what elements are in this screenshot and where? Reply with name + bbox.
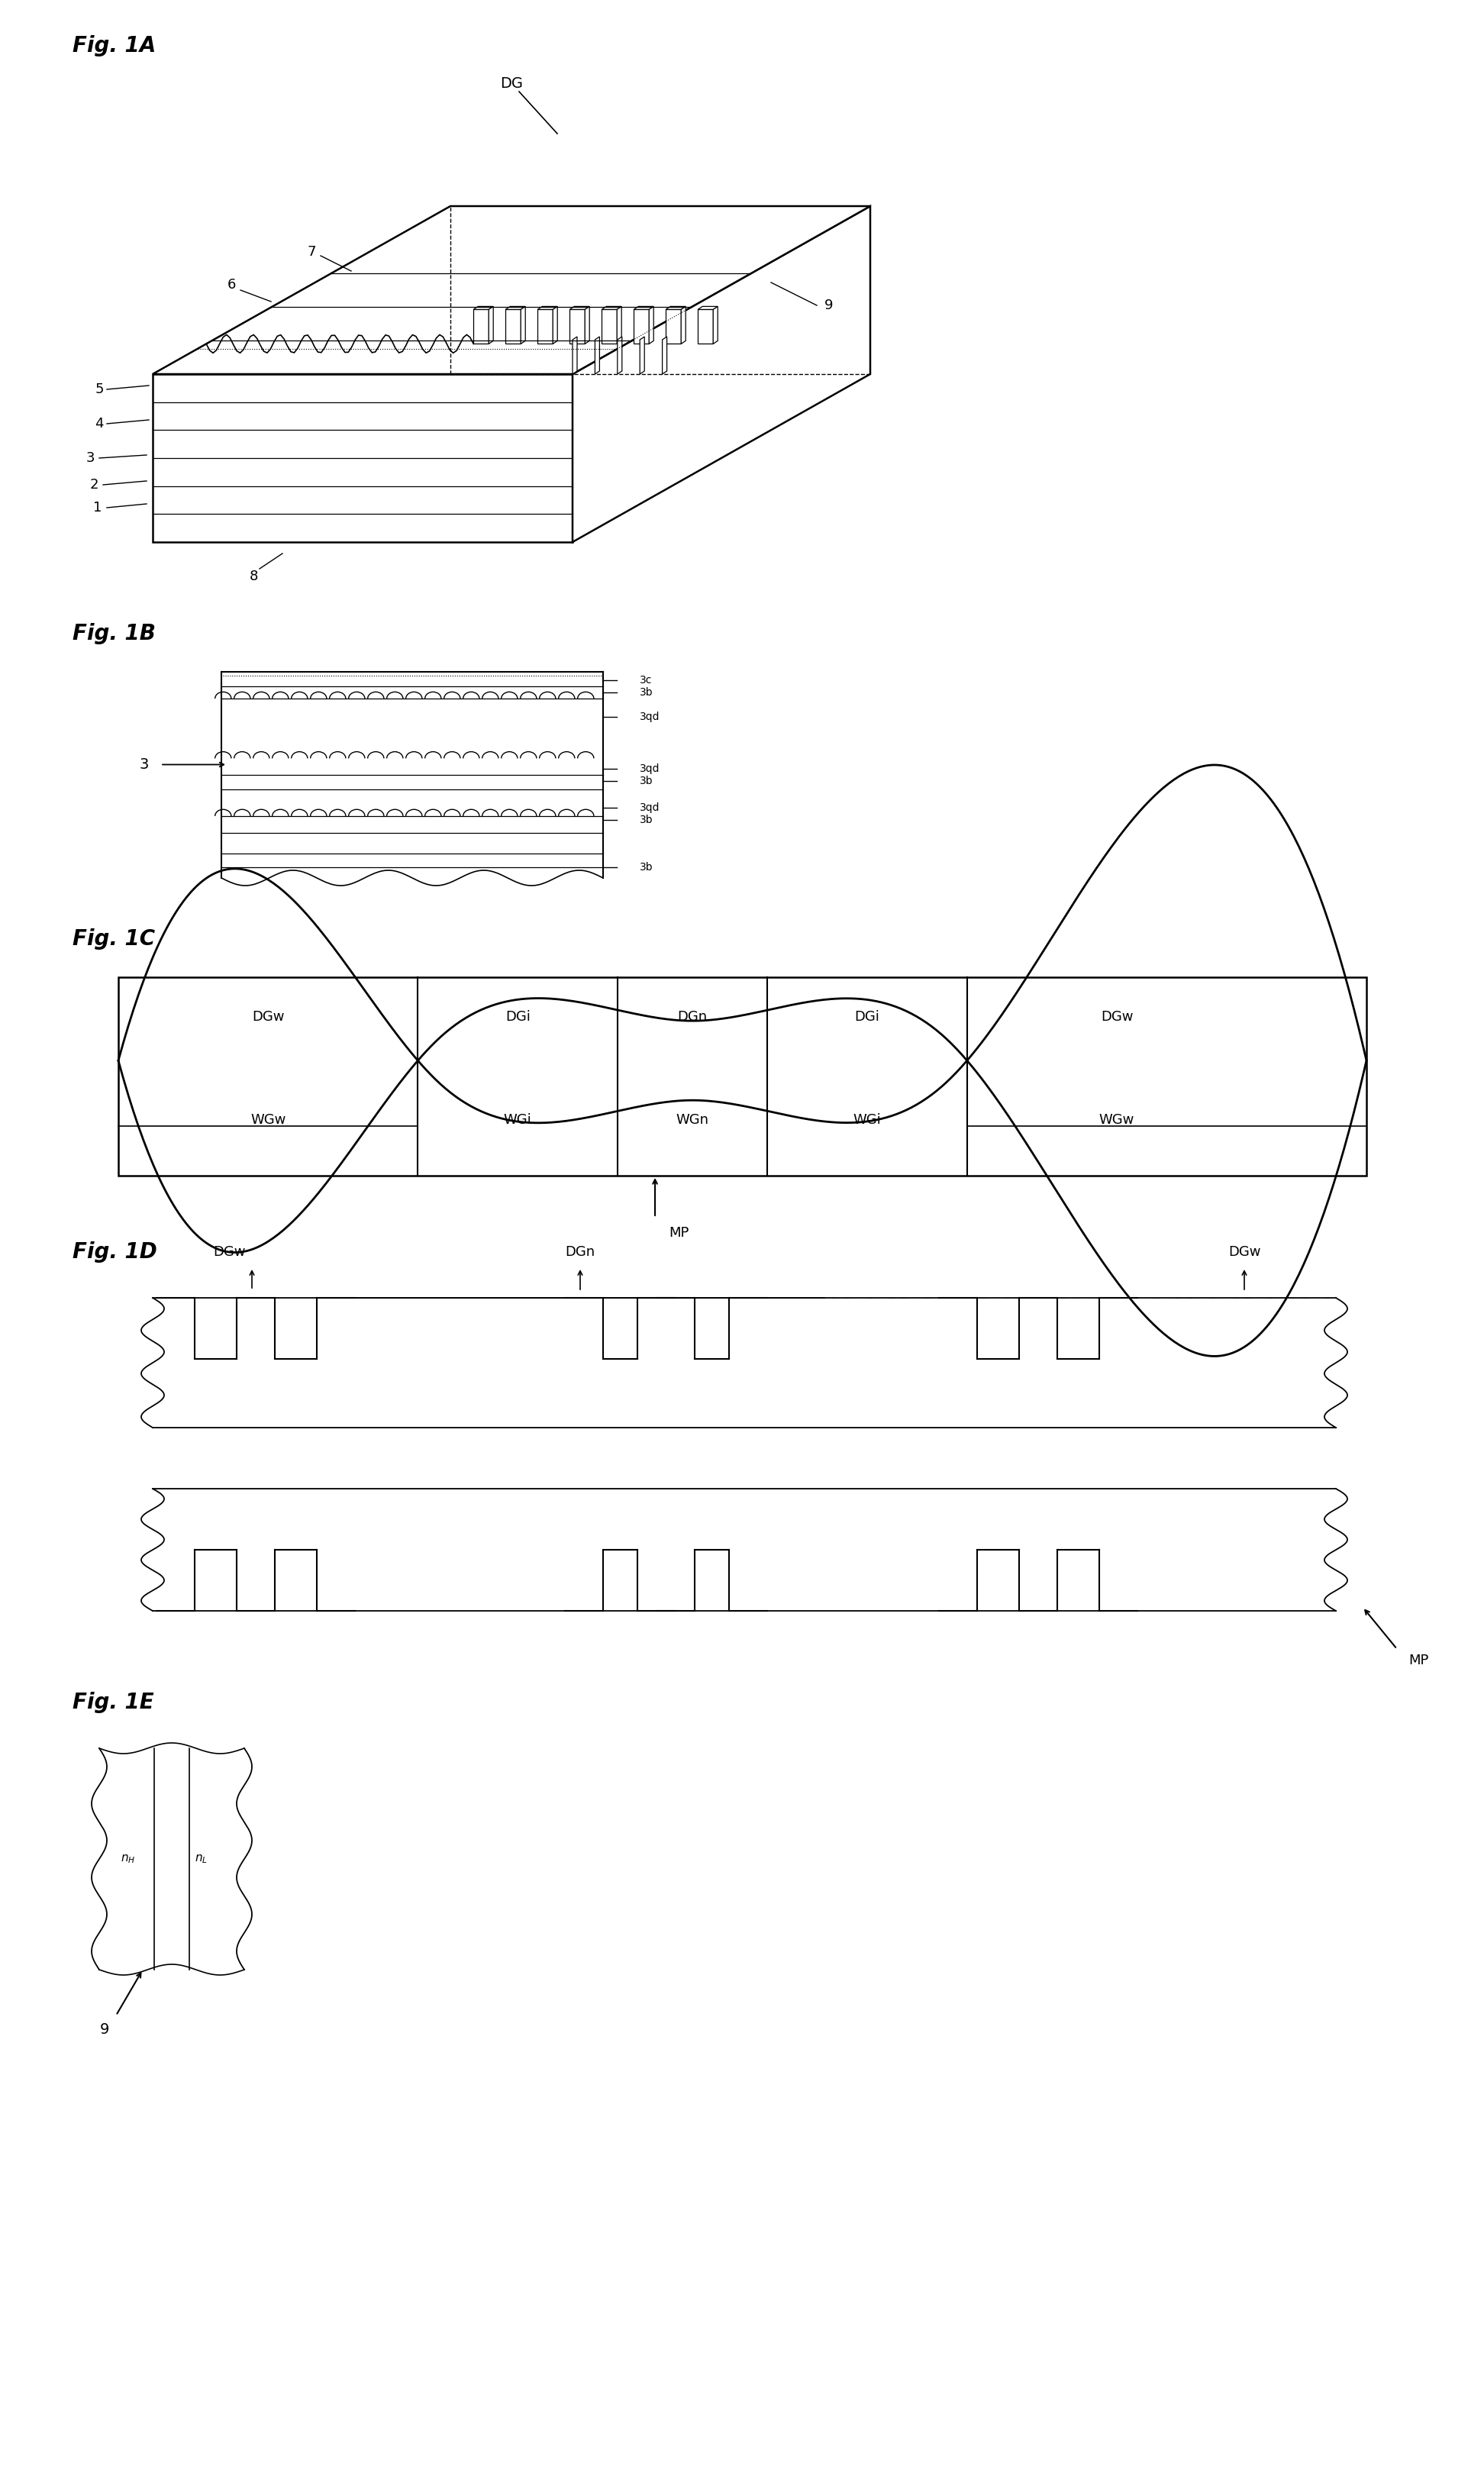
- Polygon shape: [666, 309, 681, 344]
- Text: 3: 3: [139, 756, 148, 771]
- Polygon shape: [617, 307, 622, 344]
- Polygon shape: [521, 307, 525, 344]
- Polygon shape: [537, 309, 554, 344]
- Polygon shape: [634, 307, 653, 309]
- Polygon shape: [473, 307, 493, 309]
- Polygon shape: [153, 205, 870, 373]
- Text: 9: 9: [825, 299, 833, 311]
- Polygon shape: [681, 307, 686, 344]
- Polygon shape: [570, 307, 589, 309]
- Polygon shape: [573, 336, 577, 373]
- Polygon shape: [601, 309, 617, 344]
- Text: DGi: DGi: [855, 1011, 880, 1023]
- Text: 3qd: 3qd: [640, 803, 660, 813]
- Polygon shape: [697, 307, 718, 309]
- Text: WGw: WGw: [251, 1112, 286, 1127]
- Text: WGi: WGi: [503, 1112, 531, 1127]
- Text: DGn: DGn: [565, 1246, 595, 1258]
- Polygon shape: [570, 309, 585, 344]
- Polygon shape: [617, 336, 622, 373]
- Text: DGn: DGn: [678, 1011, 708, 1023]
- Text: WGw: WGw: [1100, 1112, 1134, 1127]
- Text: 5: 5: [95, 383, 104, 396]
- Text: 3c: 3c: [640, 675, 651, 685]
- Text: DG: DG: [500, 77, 522, 91]
- Polygon shape: [666, 307, 686, 309]
- Text: 1: 1: [93, 502, 102, 514]
- Text: WGn: WGn: [677, 1112, 709, 1127]
- Text: Fig. 1A: Fig. 1A: [73, 35, 156, 57]
- Bar: [119, 976, 1367, 1177]
- Polygon shape: [640, 336, 644, 373]
- Text: 3b: 3b: [640, 816, 653, 826]
- Text: DGw: DGw: [1101, 1011, 1134, 1023]
- Text: 6: 6: [227, 277, 236, 292]
- Text: Fig. 1B: Fig. 1B: [73, 623, 156, 645]
- Polygon shape: [153, 373, 573, 541]
- Text: MP: MP: [1408, 1654, 1429, 1666]
- Polygon shape: [573, 205, 870, 541]
- Text: 3: 3: [86, 452, 95, 465]
- Text: 3qd: 3qd: [640, 764, 660, 774]
- Text: Fig. 1D: Fig. 1D: [73, 1241, 157, 1263]
- Polygon shape: [601, 307, 622, 309]
- Polygon shape: [506, 309, 521, 344]
- Text: 7: 7: [307, 245, 316, 260]
- Text: WGi: WGi: [853, 1112, 881, 1127]
- Polygon shape: [714, 307, 718, 344]
- Polygon shape: [506, 307, 525, 309]
- Text: Fig. 1E: Fig. 1E: [73, 1691, 154, 1713]
- Polygon shape: [537, 307, 558, 309]
- Polygon shape: [473, 309, 488, 344]
- Polygon shape: [585, 307, 589, 344]
- Text: MP: MP: [669, 1226, 689, 1241]
- Polygon shape: [634, 309, 649, 344]
- Text: $n_H$: $n_H$: [120, 1854, 135, 1864]
- Text: DGi: DGi: [505, 1011, 530, 1023]
- Text: 8: 8: [249, 569, 258, 583]
- Text: $n_L$: $n_L$: [194, 1854, 208, 1864]
- Polygon shape: [697, 309, 714, 344]
- Text: 3b: 3b: [640, 776, 653, 786]
- Text: DGw: DGw: [252, 1011, 285, 1023]
- Polygon shape: [662, 336, 666, 373]
- Text: 3qd: 3qd: [640, 712, 660, 722]
- Text: 2: 2: [89, 477, 98, 492]
- Text: DGw: DGw: [212, 1246, 245, 1258]
- Polygon shape: [595, 336, 600, 373]
- Text: 9: 9: [99, 2022, 110, 2037]
- Text: 4: 4: [95, 418, 104, 430]
- Polygon shape: [649, 307, 653, 344]
- Polygon shape: [554, 307, 558, 344]
- Text: Fig. 1C: Fig. 1C: [73, 929, 154, 949]
- Polygon shape: [488, 307, 493, 344]
- Text: 3b: 3b: [640, 863, 653, 873]
- Text: 3b: 3b: [640, 687, 653, 697]
- Text: DGw: DGw: [1229, 1246, 1260, 1258]
